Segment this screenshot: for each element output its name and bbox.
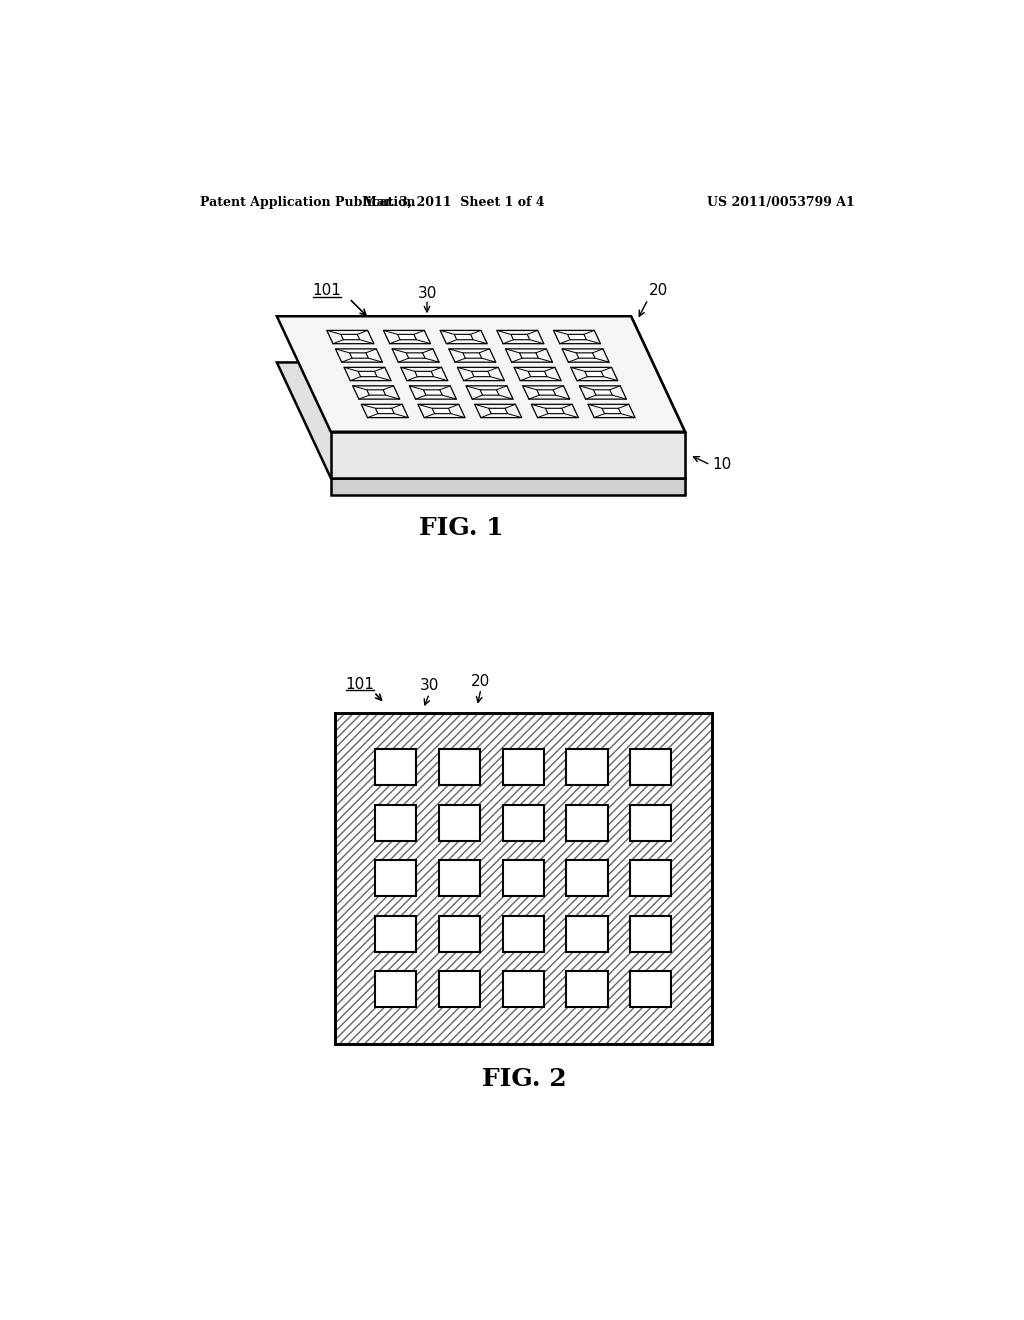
Text: 20: 20 <box>471 673 490 689</box>
Polygon shape <box>528 371 547 376</box>
Polygon shape <box>349 352 369 358</box>
Polygon shape <box>519 352 539 358</box>
Polygon shape <box>562 348 609 362</box>
Bar <box>335 713 712 1044</box>
Bar <box>375 861 417 896</box>
Bar <box>438 972 480 1007</box>
Text: 101: 101 <box>345 677 375 692</box>
Polygon shape <box>418 404 465 417</box>
Polygon shape <box>407 352 425 358</box>
Bar <box>503 805 544 841</box>
Polygon shape <box>585 371 604 376</box>
Bar <box>375 972 417 1007</box>
Polygon shape <box>352 385 399 399</box>
Polygon shape <box>497 330 544 343</box>
Bar <box>503 750 544 785</box>
Polygon shape <box>466 385 513 399</box>
Polygon shape <box>463 352 481 358</box>
Polygon shape <box>511 334 529 339</box>
Bar <box>375 805 417 841</box>
Bar <box>503 861 544 896</box>
Bar <box>566 916 607 952</box>
Text: Mar. 3, 2011  Sheet 1 of 4: Mar. 3, 2011 Sheet 1 of 4 <box>364 195 545 209</box>
Polygon shape <box>471 371 490 376</box>
Polygon shape <box>506 348 553 362</box>
Polygon shape <box>567 334 587 339</box>
Polygon shape <box>588 404 635 417</box>
Text: Patent Application Publication: Patent Application Publication <box>200 195 416 209</box>
Polygon shape <box>383 330 430 343</box>
Polygon shape <box>331 432 685 478</box>
Bar <box>503 972 544 1007</box>
Polygon shape <box>537 389 556 395</box>
Bar <box>335 713 712 1044</box>
Polygon shape <box>336 348 382 362</box>
Polygon shape <box>415 371 433 376</box>
Polygon shape <box>580 385 627 399</box>
Polygon shape <box>449 348 496 362</box>
Polygon shape <box>631 363 685 495</box>
Text: US 2011/0053799 A1: US 2011/0053799 A1 <box>707 195 854 209</box>
Polygon shape <box>455 334 473 339</box>
Bar <box>630 972 672 1007</box>
Polygon shape <box>400 367 447 380</box>
Bar <box>630 861 672 896</box>
Polygon shape <box>276 317 685 432</box>
Bar <box>503 916 544 952</box>
Bar <box>438 750 480 785</box>
Polygon shape <box>546 408 564 413</box>
Polygon shape <box>367 389 386 395</box>
Polygon shape <box>392 348 439 362</box>
Polygon shape <box>327 330 374 343</box>
Polygon shape <box>602 408 621 413</box>
Bar <box>630 916 672 952</box>
Bar <box>335 713 712 1044</box>
Polygon shape <box>522 385 569 399</box>
Polygon shape <box>331 478 685 495</box>
Polygon shape <box>440 330 487 343</box>
Text: FIG. 1: FIG. 1 <box>420 516 504 540</box>
Bar <box>566 972 607 1007</box>
Polygon shape <box>488 408 508 413</box>
Bar <box>438 861 480 896</box>
Polygon shape <box>570 367 617 380</box>
Polygon shape <box>480 389 499 395</box>
Polygon shape <box>432 408 451 413</box>
Polygon shape <box>344 367 391 380</box>
Text: FIG. 2: FIG. 2 <box>482 1067 567 1090</box>
Text: 30: 30 <box>418 285 436 301</box>
Text: 30: 30 <box>420 678 439 693</box>
Polygon shape <box>458 367 505 380</box>
Polygon shape <box>514 367 561 380</box>
Text: 20: 20 <box>648 284 668 298</box>
Polygon shape <box>594 389 612 395</box>
Text: 101: 101 <box>312 284 341 298</box>
Bar <box>438 805 480 841</box>
Text: 10: 10 <box>712 457 731 473</box>
Bar <box>566 805 607 841</box>
Polygon shape <box>554 330 600 343</box>
Polygon shape <box>341 334 359 339</box>
Polygon shape <box>531 404 579 417</box>
Bar <box>566 750 607 785</box>
Bar <box>630 750 672 785</box>
Polygon shape <box>276 363 685 478</box>
Polygon shape <box>424 389 442 395</box>
Polygon shape <box>410 385 457 399</box>
Bar <box>566 861 607 896</box>
Bar <box>375 750 417 785</box>
Polygon shape <box>358 371 377 376</box>
Bar <box>630 805 672 841</box>
Polygon shape <box>376 408 394 413</box>
Polygon shape <box>361 404 409 417</box>
Polygon shape <box>475 404 521 417</box>
Polygon shape <box>577 352 595 358</box>
Polygon shape <box>397 334 417 339</box>
Polygon shape <box>631 317 685 478</box>
Bar <box>438 916 480 952</box>
Bar <box>375 916 417 952</box>
